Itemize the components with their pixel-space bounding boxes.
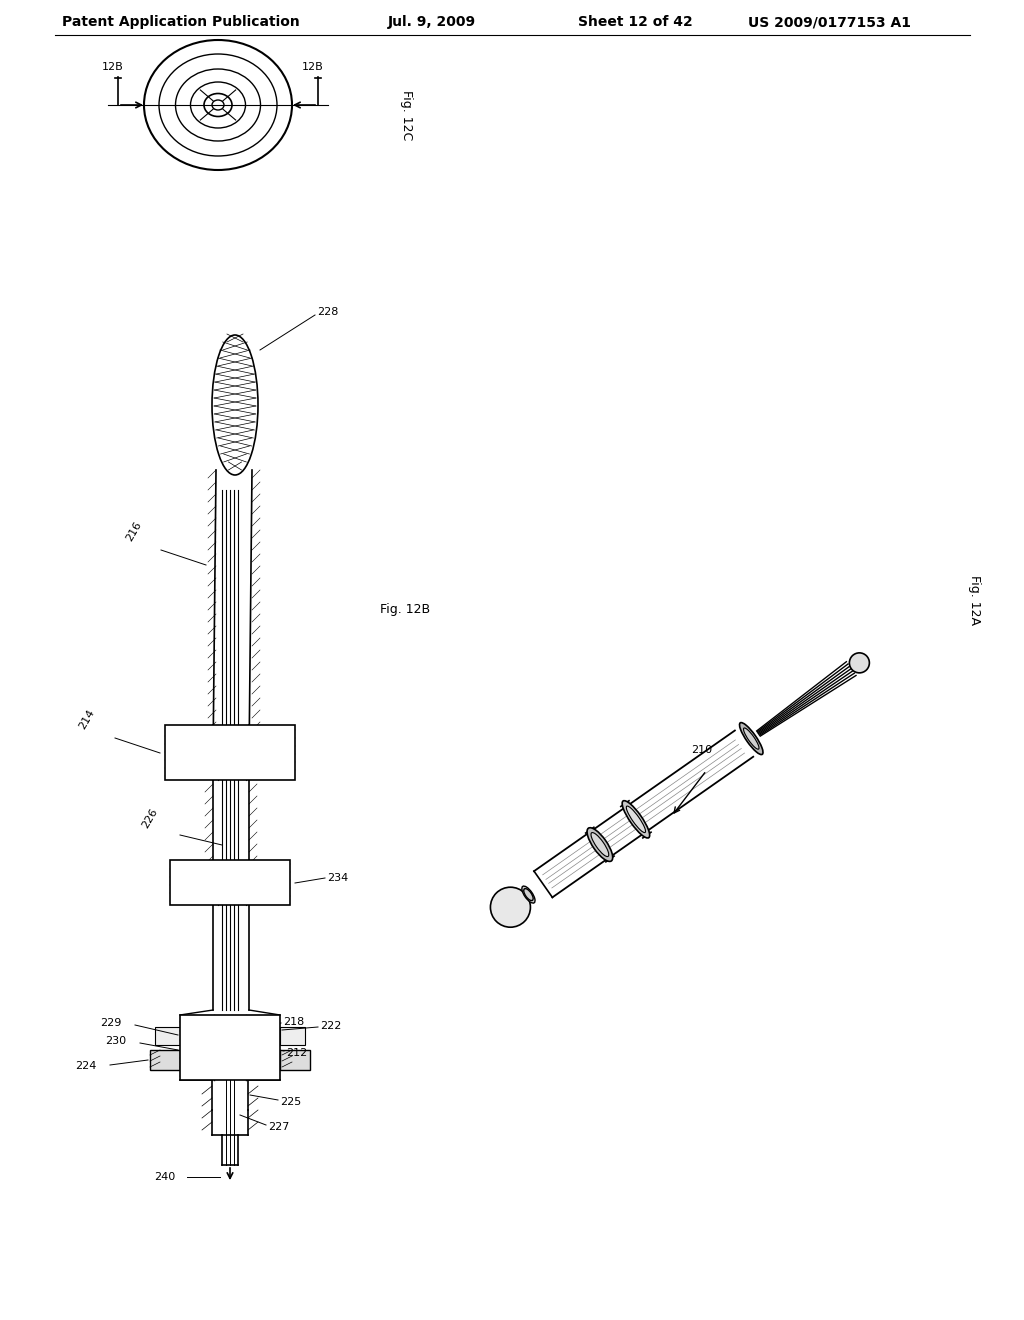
Text: 227: 227 [268, 1122, 290, 1133]
Bar [180, 1015, 280, 1080]
Ellipse shape [743, 727, 759, 750]
Circle shape [849, 653, 869, 673]
Text: 12B: 12B [302, 62, 324, 73]
Bar [150, 1049, 180, 1071]
Text: Fig. 12B: Fig. 12B [380, 603, 430, 616]
Ellipse shape [623, 801, 649, 838]
Ellipse shape [523, 888, 534, 900]
Text: 216: 216 [124, 520, 143, 543]
Text: 234: 234 [327, 873, 348, 883]
Text: US 2009/0177153 A1: US 2009/0177153 A1 [748, 15, 911, 29]
Text: 214: 214 [77, 708, 96, 731]
Text: 224: 224 [75, 1061, 96, 1071]
Bar [280, 1049, 310, 1071]
Bar [165, 725, 295, 780]
Text: 212: 212 [286, 1048, 307, 1059]
Ellipse shape [591, 833, 608, 857]
Bar [170, 861, 290, 906]
Text: 225: 225 [280, 1097, 301, 1107]
Ellipse shape [587, 828, 612, 862]
Text: 222: 222 [319, 1020, 341, 1031]
Text: 228: 228 [317, 308, 338, 317]
Text: 12B: 12B [102, 62, 124, 73]
Text: 230: 230 [105, 1036, 126, 1045]
Ellipse shape [739, 722, 763, 755]
Text: Sheet 12 of 42: Sheet 12 of 42 [578, 15, 693, 29]
Ellipse shape [627, 807, 645, 833]
Bar [280, 1027, 305, 1045]
Text: Jul. 9, 2009: Jul. 9, 2009 [388, 15, 476, 29]
Bar [155, 1027, 180, 1045]
Text: Fig. 12C: Fig. 12C [400, 90, 413, 140]
Text: Patent Application Publication: Patent Application Publication [62, 15, 300, 29]
Text: 226: 226 [140, 807, 160, 830]
Text: 218: 218 [283, 1016, 304, 1027]
Text: Fig. 12A: Fig. 12A [969, 576, 981, 624]
Text: 210: 210 [691, 746, 713, 755]
Ellipse shape [212, 335, 258, 475]
Text: 229: 229 [100, 1018, 122, 1028]
Ellipse shape [522, 886, 536, 903]
Text: 240: 240 [154, 1172, 175, 1181]
Circle shape [490, 887, 530, 927]
